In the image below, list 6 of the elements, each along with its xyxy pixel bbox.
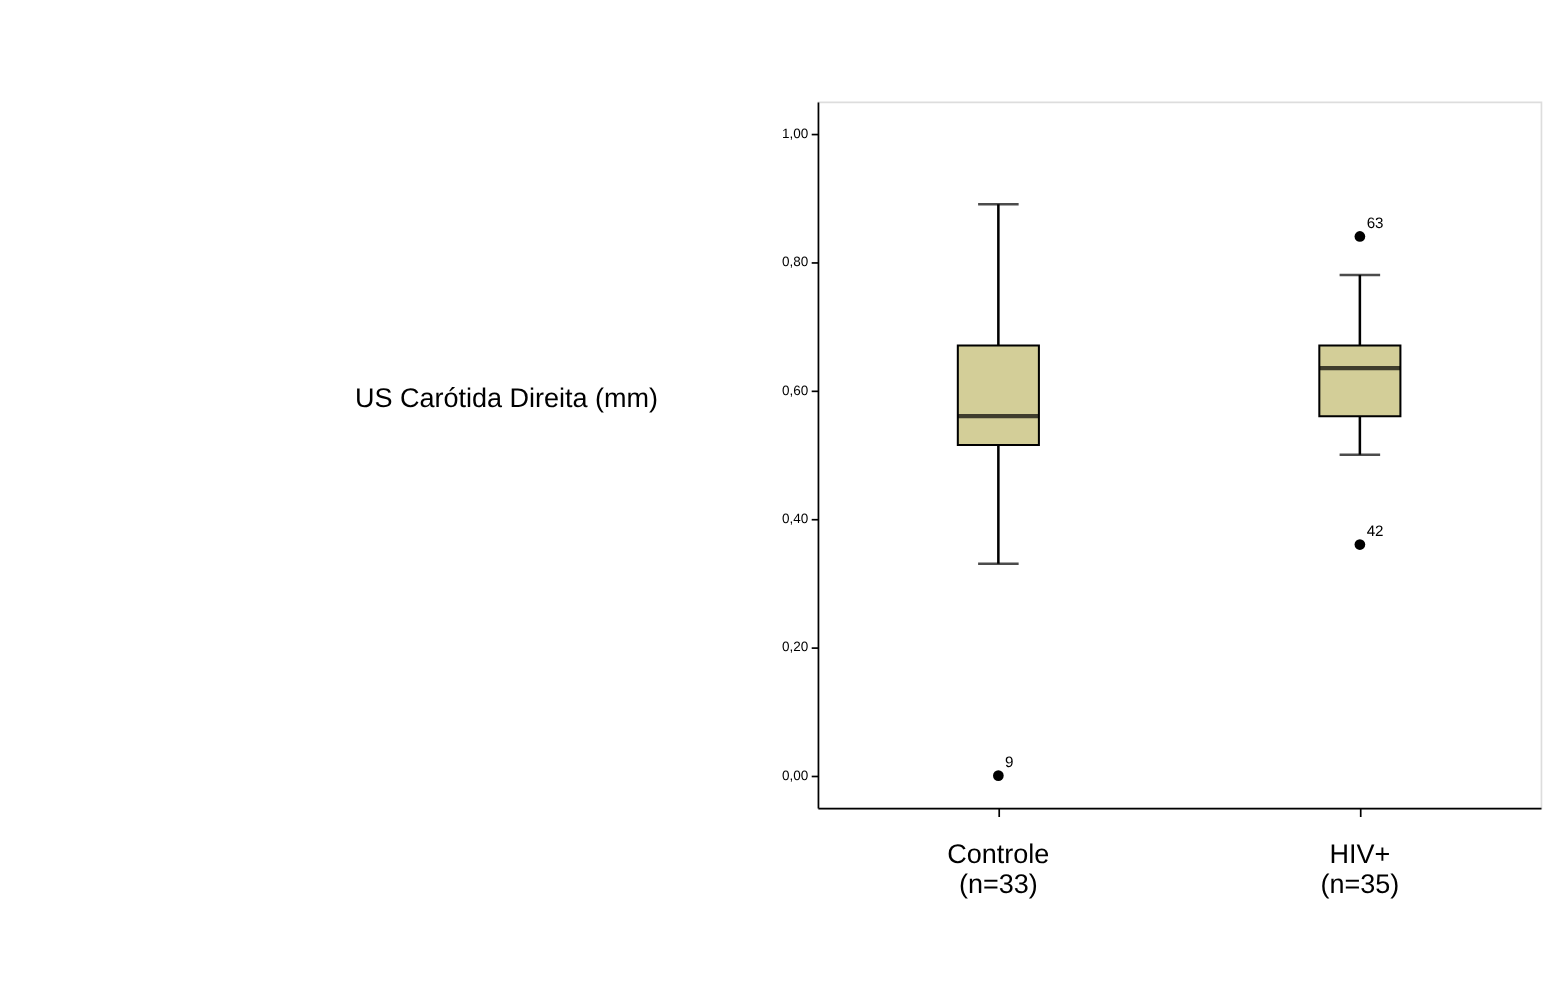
x-tick-label: HIV+ (n=35)	[1320, 838, 1400, 900]
annotation: 9	[1005, 753, 1014, 772]
y-axis-title: US Carótida Direita (mm)	[354, 383, 658, 414]
x-tick-label: Controle (n=33)	[947, 838, 1050, 900]
annotation: 42	[1366, 522, 1384, 541]
annotation: 63	[1366, 213, 1384, 232]
